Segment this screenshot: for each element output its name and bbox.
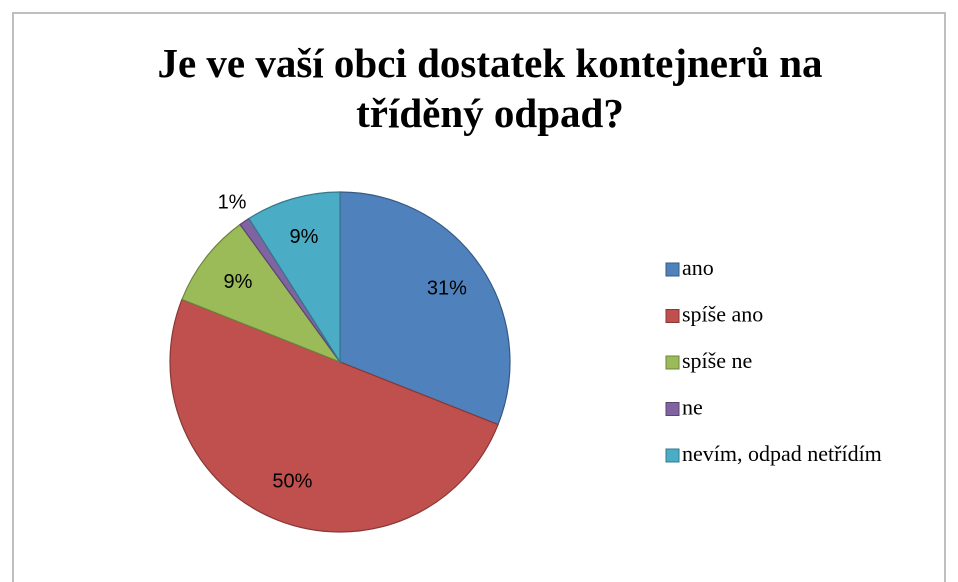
legend-label: spíše ano	[682, 302, 763, 327]
data-label: 9%	[290, 226, 319, 248]
legend-label: spíše ne	[682, 348, 752, 373]
pie-slice	[339, 191, 511, 426]
pie-slice	[181, 223, 342, 364]
legend-swatch	[665, 402, 680, 416]
legend-swatch	[665, 262, 680, 277]
data-label: 50%	[272, 470, 312, 492]
data-label: 1%	[218, 191, 247, 213]
legend-label: ne	[682, 395, 703, 420]
legend-label: nevím, odpad netřídím	[682, 441, 882, 466]
legend-label: ano	[682, 255, 714, 280]
chart-title: Je ve vaší obci dostatek kontejnerů na t…	[157, 40, 823, 136]
data-label: 31%	[427, 278, 467, 300]
legend-swatch	[665, 448, 680, 463]
legend-swatch	[665, 309, 680, 323]
pie-slice	[169, 298, 499, 533]
chart-frame	[12, 12, 946, 582]
pie-slice	[248, 191, 341, 365]
legend-swatch	[665, 355, 680, 370]
data-label: 9%	[223, 271, 252, 293]
